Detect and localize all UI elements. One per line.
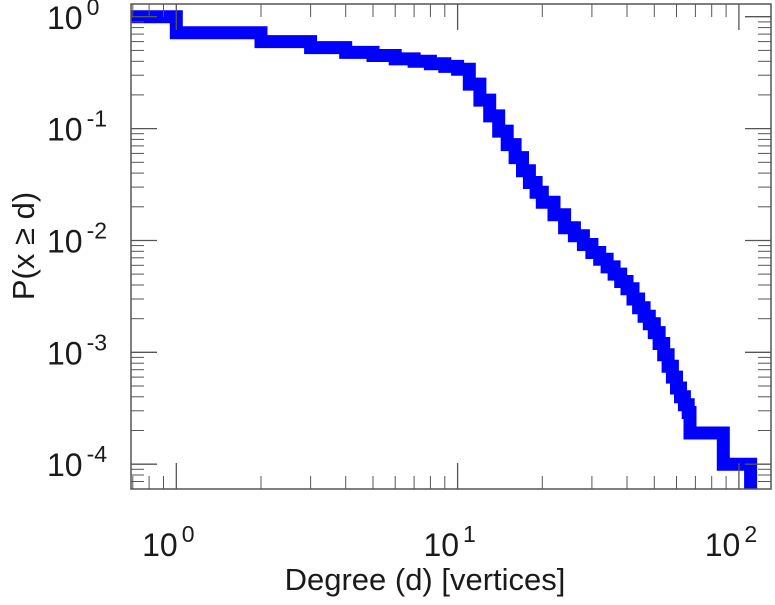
y-tick-label-base: 10 xyxy=(47,112,83,148)
x-tick-label-base: 10 xyxy=(142,527,178,563)
x-tick-label-exponent: 1 xyxy=(463,521,476,547)
y-tick-label-exponent: 0 xyxy=(87,0,100,20)
x-tick-label-exponent: 0 xyxy=(182,521,195,547)
y-tick-label-1: 10 -1 xyxy=(47,106,107,148)
y-tick-label-base: 10 xyxy=(47,0,83,36)
series-layer xyxy=(131,10,758,489)
y-tick-label-exponent: -2 xyxy=(87,217,107,243)
y-tick-label-base: 10 xyxy=(47,223,83,259)
y-tick-label-4: 10 -4 xyxy=(47,441,107,483)
tick-labels-layer: 10 0 10 1 10 210 010 -110 -210 -310 -4 xyxy=(47,0,757,563)
plot-frame xyxy=(130,3,772,490)
x-axis-label: Degree (d) [vertices] xyxy=(285,562,566,597)
x-tick-label-exponent: 2 xyxy=(744,521,757,547)
ticks-layer xyxy=(131,4,771,490)
y-tick-label-exponent: -4 xyxy=(87,441,108,467)
y-tick-label-exponent: -1 xyxy=(87,106,107,132)
y-tick-label-base: 10 xyxy=(47,447,83,483)
x-tick-label-base: 10 xyxy=(705,527,741,563)
series-line-0 xyxy=(131,10,758,489)
x-tick-label-1: 10 1 xyxy=(423,521,475,563)
x-tick-label-0: 10 0 xyxy=(142,521,194,563)
y-axis-label: P(x ≥ d) xyxy=(6,192,41,300)
x-tick-label-2: 10 2 xyxy=(705,521,757,563)
y-tick-label-3: 10 -3 xyxy=(47,329,107,371)
y-tick-label-0: 10 0 xyxy=(47,0,99,36)
y-tick-label-2: 10 -2 xyxy=(47,217,107,259)
x-tick-label-base: 10 xyxy=(423,527,459,563)
y-tick-label-base: 10 xyxy=(47,335,83,371)
y-tick-label-exponent: -3 xyxy=(87,329,107,355)
